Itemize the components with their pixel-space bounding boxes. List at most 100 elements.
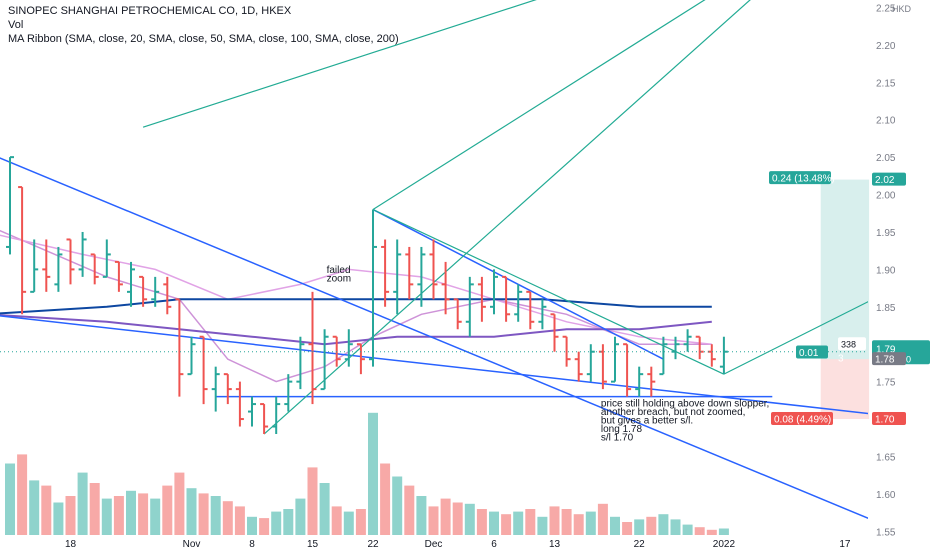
volume-bar[interactable] — [343, 511, 354, 535]
current-price-badge-bg — [838, 337, 866, 351]
pitchfork-base-line[interactable] — [372, 208, 725, 375]
volume-bar[interactable] — [646, 516, 657, 535]
volume-bar[interactable] — [380, 463, 391, 536]
volume-bar[interactable] — [670, 519, 681, 535]
time-tick-label: 22 — [367, 539, 379, 550]
volume-bar[interactable] — [634, 519, 645, 535]
moving-average-line[interactable] — [0, 298, 712, 315]
volume-bar[interactable] — [234, 506, 245, 535]
time-tick-label: 17 — [839, 539, 851, 550]
volume-bar[interactable] — [77, 472, 88, 535]
volume-bar[interactable] — [452, 502, 463, 536]
volume-bar[interactable] — [186, 488, 197, 535]
volume-bar[interactable] — [271, 511, 282, 535]
axis-target-price: 2.02 — [875, 175, 895, 186]
volume-bar[interactable] — [283, 509, 294, 535]
time-tick-label: 15 — [307, 539, 319, 550]
volume-bar[interactable] — [706, 529, 717, 535]
price-tick-label: 1.65 — [876, 452, 896, 463]
volume-bar[interactable] — [561, 509, 572, 535]
time-tick-label: 18 — [65, 539, 77, 550]
volume-bar[interactable] — [416, 496, 427, 535]
volume-bar[interactable] — [101, 498, 112, 535]
volume-bar[interactable] — [718, 528, 729, 536]
volume-bar[interactable] — [525, 509, 536, 535]
volume-bar[interactable] — [222, 501, 233, 535]
chart-legend: SINOPEC SHANGHAI PETROCHEMICAL CO, 1D, H… — [8, 4, 399, 46]
price-tick-label: 2.00 — [876, 191, 896, 202]
price-tick-label: 1.75 — [876, 378, 896, 389]
position-stop-zone[interactable] — [820, 359, 870, 420]
volume-bar[interactable] — [428, 506, 439, 535]
volume-bar[interactable] — [89, 483, 100, 535]
trend-line[interactable] — [0, 157, 917, 539]
volume-bar[interactable] — [658, 514, 669, 535]
price-tick-label: 1.95 — [876, 228, 896, 239]
pitchfork-upper-line[interactable] — [372, 0, 918, 211]
volume-bar[interactable] — [597, 503, 608, 535]
volume-bar[interactable] — [150, 498, 161, 535]
pitchfork-median-line[interactable] — [263, 0, 809, 435]
volume-bar[interactable] — [198, 493, 209, 535]
volume-bar[interactable] — [549, 506, 560, 535]
legend-ma-ribbon[interactable]: MA Ribbon (SMA, close, 20, SMA, close, 5… — [8, 33, 399, 45]
volume-bar[interactable] — [53, 502, 64, 536]
volume-bar[interactable] — [694, 527, 705, 535]
volume-bar[interactable] — [682, 524, 693, 535]
current-price-value: 1.79 — [876, 345, 896, 356]
volume-bar[interactable] — [259, 518, 270, 535]
legend-vol[interactable]: Vol — [8, 19, 24, 31]
time-tick-label: 2022 — [713, 539, 736, 550]
legend-title[interactable]: SINOPEC SHANGHAI PETROCHEMICAL CO, 1D, H… — [8, 5, 292, 17]
volume-bar[interactable] — [440, 498, 451, 535]
current-price-badge: 338 — [841, 340, 856, 350]
volume-bar[interactable] — [174, 472, 185, 535]
volume-bar[interactable] — [573, 514, 584, 535]
volume-bar[interactable] — [537, 516, 548, 535]
volume-bar[interactable] — [610, 516, 620, 535]
volume-bar[interactable] — [295, 498, 306, 535]
volume-bar[interactable] — [17, 454, 28, 535]
moving-average-line[interactable] — [0, 314, 712, 346]
volume-bar[interactable] — [138, 493, 149, 535]
volume-bar[interactable] — [501, 514, 512, 535]
volume-bar[interactable] — [29, 480, 40, 535]
trend-line[interactable] — [0, 314, 918, 419]
volume-bar[interactable] — [622, 522, 633, 535]
time-tick-label: 22 — [634, 539, 646, 550]
volume-bar[interactable] — [331, 506, 342, 535]
annotation-note-line: another breach, but not zoomed, — [601, 407, 746, 418]
volume-bar[interactable] — [513, 511, 524, 535]
volume-bar[interactable] — [126, 490, 136, 535]
pitchfork-lower-line[interactable] — [723, 277, 918, 375]
position-entry-label-2: 3 — [838, 353, 844, 364]
volume-bar[interactable] — [392, 476, 403, 536]
annotation-note-line: but gives a better s/l. — [601, 416, 693, 427]
volume-bar[interactable] — [5, 463, 15, 536]
volume-bar[interactable] — [210, 496, 221, 535]
price-axis-bg — [870, 0, 932, 550]
axis-stop-price-bg — [872, 412, 906, 426]
volume-bar[interactable] — [41, 485, 52, 535]
volume-bar[interactable] — [368, 412, 378, 535]
price-tick-label: 2.20 — [876, 41, 896, 52]
volume-bar[interactable] — [247, 516, 257, 535]
pitchfork-extra-line[interactable] — [142, 0, 627, 128]
price-tick-label: 2.15 — [876, 78, 896, 89]
volume-bar[interactable] — [319, 483, 330, 535]
volume-bar[interactable] — [355, 509, 366, 535]
volume-bar[interactable] — [113, 496, 124, 535]
price-tick-label: 2.25 — [876, 3, 896, 14]
volume-bar[interactable] — [489, 511, 499, 535]
volume-bar[interactable] — [65, 496, 76, 535]
volume-bar[interactable] — [464, 503, 475, 535]
volume-bar[interactable] — [476, 509, 487, 535]
position-target-zone[interactable] — [820, 179, 870, 360]
volume-bar[interactable] — [307, 467, 318, 535]
volume-bar[interactable] — [404, 485, 415, 535]
annotation-note-line: price still holding above down slopper, — [601, 398, 769, 409]
volume-bar[interactable] — [162, 485, 173, 535]
volume-bar[interactable] — [585, 511, 596, 535]
